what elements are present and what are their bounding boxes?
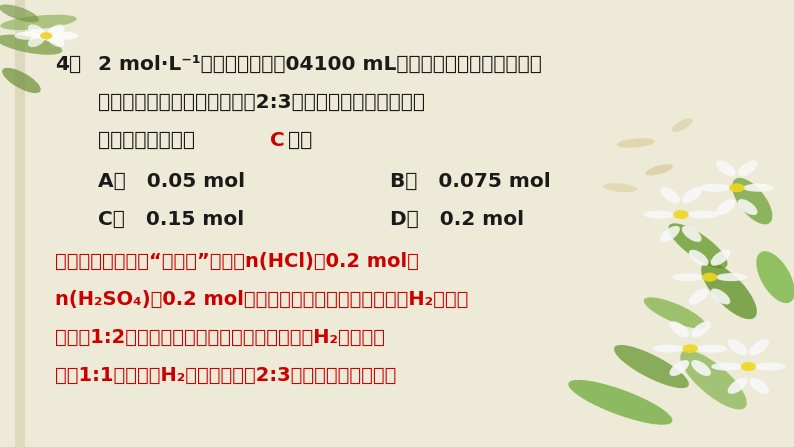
- Ellipse shape: [644, 297, 706, 329]
- Text: A．   0.05 mol: A． 0.05 mol: [98, 172, 245, 191]
- Text: 比为1:1。现生成H₂的质量之比为2:3，则说明盐酸不足，: 比为1:1。现生成H₂的质量之比为2:3，则说明盐酸不足，: [55, 366, 396, 385]
- Ellipse shape: [2, 68, 40, 93]
- Ellipse shape: [689, 288, 708, 304]
- Circle shape: [702, 273, 717, 282]
- Ellipse shape: [711, 250, 730, 266]
- Text: 之比为1:2；若酸均过量，即金属不足，则生成H₂的质量之: 之比为1:2；若酸均过量，即金属不足，则生成H₂的质量之: [55, 328, 385, 347]
- Ellipse shape: [0, 4, 39, 22]
- Ellipse shape: [689, 250, 708, 266]
- Ellipse shape: [14, 32, 39, 40]
- Ellipse shape: [692, 360, 711, 376]
- Ellipse shape: [644, 211, 675, 219]
- Text: C．   0.15 mol: C． 0.15 mol: [98, 210, 245, 229]
- Circle shape: [40, 32, 52, 39]
- Ellipse shape: [48, 25, 64, 38]
- Ellipse shape: [614, 345, 689, 388]
- Text: C: C: [270, 131, 285, 150]
- Ellipse shape: [0, 15, 77, 30]
- Ellipse shape: [727, 378, 747, 394]
- Ellipse shape: [682, 187, 702, 203]
- Ellipse shape: [727, 339, 747, 355]
- Text: D．   0.2 mol: D． 0.2 mol: [390, 210, 524, 229]
- Circle shape: [741, 362, 756, 371]
- Ellipse shape: [669, 360, 689, 376]
- Circle shape: [673, 210, 688, 219]
- Text: B．   0.075 mol: B． 0.075 mol: [390, 172, 551, 191]
- Ellipse shape: [53, 32, 78, 40]
- Bar: [15, 0, 25, 447]
- Ellipse shape: [0, 34, 62, 55]
- Ellipse shape: [738, 199, 757, 215]
- Circle shape: [729, 183, 745, 192]
- Ellipse shape: [711, 363, 742, 371]
- Ellipse shape: [750, 339, 769, 355]
- Ellipse shape: [680, 350, 746, 409]
- Ellipse shape: [672, 118, 693, 132]
- Ellipse shape: [28, 34, 45, 47]
- Ellipse shape: [660, 187, 680, 203]
- Ellipse shape: [711, 288, 730, 304]
- Ellipse shape: [754, 363, 785, 371]
- Ellipse shape: [700, 184, 730, 192]
- Ellipse shape: [669, 321, 689, 337]
- Ellipse shape: [48, 34, 64, 47]
- Ellipse shape: [743, 184, 774, 192]
- Text: 2 mol·L⁻¹的盐酸和硫酸各04100 mL，分别加入等质量的铁粉，: 2 mol·L⁻¹的盐酸和硫酸各04100 mL，分别加入等质量的铁粉，: [98, 55, 542, 74]
- Text: ）: ）: [288, 131, 312, 150]
- Circle shape: [682, 344, 698, 353]
- Ellipse shape: [692, 321, 711, 337]
- Ellipse shape: [646, 164, 673, 176]
- Ellipse shape: [750, 378, 769, 394]
- Ellipse shape: [673, 273, 703, 281]
- Ellipse shape: [660, 226, 680, 242]
- Text: n(H₂SO₄)＝0.2 mol。若酸均不足，即完全反应生成H₂的质量: n(H₂SO₄)＝0.2 mol。若酸均不足，即完全反应生成H₂的质量: [55, 290, 468, 309]
- Ellipse shape: [716, 273, 747, 281]
- Ellipse shape: [696, 345, 727, 353]
- Ellipse shape: [738, 160, 757, 177]
- Text: 【解析】本题采用“极値法”讨论。n(HCl)＝0.2 mol，: 【解析】本题采用“极値法”讨论。n(HCl)＝0.2 mol，: [55, 252, 419, 271]
- Ellipse shape: [653, 345, 684, 353]
- Text: 4．: 4．: [55, 55, 81, 74]
- Ellipse shape: [617, 138, 655, 148]
- Ellipse shape: [701, 262, 757, 319]
- Ellipse shape: [669, 224, 727, 268]
- Ellipse shape: [757, 251, 794, 303]
- Text: 的物质的量为（: 的物质的量为（: [98, 131, 195, 150]
- Ellipse shape: [687, 211, 718, 219]
- Ellipse shape: [732, 178, 773, 224]
- Ellipse shape: [28, 25, 45, 38]
- Ellipse shape: [603, 183, 638, 192]
- Ellipse shape: [682, 226, 702, 242]
- Ellipse shape: [569, 380, 673, 425]
- Ellipse shape: [716, 199, 736, 215]
- Ellipse shape: [716, 160, 736, 177]
- Text: 反应后生成的气体质量之比为2:3，则向盐酸中加入的铁粉: 反应后生成的气体质量之比为2:3，则向盐酸中加入的铁粉: [98, 93, 425, 112]
